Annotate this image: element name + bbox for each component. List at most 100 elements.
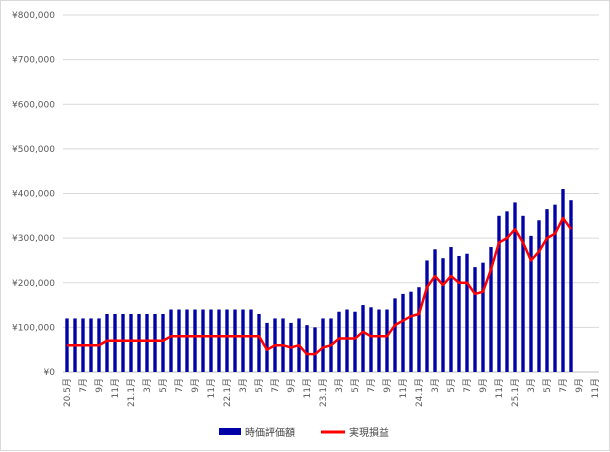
bar xyxy=(433,249,437,372)
bar xyxy=(257,313,261,372)
y-tick-label: ¥500,000 xyxy=(12,145,55,155)
bar xyxy=(377,309,381,372)
bar xyxy=(121,313,125,372)
bar xyxy=(521,215,525,372)
legend-item-bar: 時価評価額 xyxy=(219,426,295,439)
y-tick-label: ¥600,000 xyxy=(12,100,55,110)
x-tick-label: 5月 xyxy=(350,378,361,393)
bar xyxy=(241,309,245,372)
bar xyxy=(313,327,317,372)
line-series xyxy=(67,216,573,356)
legend-item-line: 実現損益 xyxy=(321,426,389,439)
bar xyxy=(561,189,565,372)
x-tick-label: 9月 xyxy=(286,378,297,393)
bar xyxy=(153,313,157,372)
y-tick-label: ¥400,000 xyxy=(12,190,55,200)
x-tick-label: 20.5月 xyxy=(62,378,73,407)
bar xyxy=(529,235,533,372)
x-tick-label: 5月 xyxy=(158,378,169,393)
x-tick-label: 5月 xyxy=(542,378,553,393)
bar xyxy=(409,291,413,372)
x-tick-label: 11月 xyxy=(494,378,505,398)
bar xyxy=(209,309,213,372)
x-axis-ticks: 20.5月 7月 9月 11月 21.1月 3月 5月 7月 9月 11月 22.1月 3月 5月 7月 9… xyxy=(62,378,601,407)
bar xyxy=(569,200,573,372)
x-tick-label: 7月 xyxy=(78,378,89,393)
bar xyxy=(129,313,133,372)
y-axis-ticks: ¥0 ¥100,000 ¥200,000 ¥300,000 ¥400,000 ¥500,0… xyxy=(12,11,55,378)
x-tick-label: 9月 xyxy=(382,378,393,393)
x-tick-label: 3月 xyxy=(142,378,153,393)
bar xyxy=(345,309,349,372)
y-tick-label: ¥0 xyxy=(44,368,56,378)
bar xyxy=(505,211,509,372)
y-tick-label: ¥200,000 xyxy=(12,279,55,289)
bar xyxy=(537,220,541,372)
x-tick-label: 11月 xyxy=(398,378,409,398)
bar xyxy=(145,313,149,372)
x-tick-label: 5月 xyxy=(446,378,457,393)
legend-label-bar: 時価評価額 xyxy=(245,426,295,439)
legend-swatch-bar xyxy=(219,428,241,435)
x-tick-label: 3月 xyxy=(238,378,249,393)
bar xyxy=(321,318,325,372)
bar xyxy=(353,311,357,372)
bar xyxy=(233,309,237,372)
bar xyxy=(249,309,253,372)
bar xyxy=(425,260,429,372)
bar xyxy=(449,247,453,372)
bar xyxy=(113,313,117,372)
y-tick-label: ¥100,000 xyxy=(12,323,55,333)
bar xyxy=(385,309,389,372)
bar xyxy=(337,311,341,372)
bar xyxy=(217,309,221,372)
bar xyxy=(193,309,197,372)
bar xyxy=(105,313,109,372)
bar xyxy=(473,267,477,372)
bar xyxy=(361,305,365,372)
bar xyxy=(481,262,485,372)
x-tick-label: 9月 xyxy=(94,378,105,393)
bar xyxy=(545,209,549,372)
bar xyxy=(305,325,309,372)
bar xyxy=(161,313,165,372)
x-tick-label: 3月 xyxy=(334,378,345,393)
x-tick-label: 3月 xyxy=(430,378,441,393)
x-tick-label: 7月 xyxy=(270,378,281,393)
x-tick-label: 25.1月 xyxy=(510,378,521,407)
x-tick-label: 22.1月 xyxy=(222,378,233,407)
x-tick-label: 9月 xyxy=(574,378,585,393)
bar xyxy=(417,287,421,372)
x-tick-label: 24.1月 xyxy=(414,378,425,407)
x-tick-label: 11月 xyxy=(302,378,313,398)
x-tick-label: 7月 xyxy=(558,378,569,393)
y-tick-label: ¥800,000 xyxy=(12,11,55,21)
x-tick-label: 7月 xyxy=(366,378,377,393)
bar xyxy=(169,309,173,372)
x-tick-label: 5月 xyxy=(254,378,265,393)
x-tick-label: 11月 xyxy=(110,378,121,398)
bar xyxy=(177,309,181,372)
bar xyxy=(497,215,501,372)
grid-layer xyxy=(63,14,599,373)
bar xyxy=(553,204,557,372)
bar xyxy=(457,255,461,372)
bar xyxy=(513,202,517,372)
x-tick-label: 21.1月 xyxy=(126,378,137,407)
x-tick-label: 7月 xyxy=(174,378,185,393)
legend-label-line: 実現損益 xyxy=(349,426,389,439)
y-tick-label: ¥700,000 xyxy=(12,56,55,66)
x-tick-label: 11月 xyxy=(206,378,217,398)
bar xyxy=(441,258,445,372)
bar xyxy=(369,307,373,372)
x-tick-label: 9月 xyxy=(190,378,201,393)
bar xyxy=(185,309,189,372)
x-tick-label: 23.1月 xyxy=(318,378,329,407)
x-tick-label: 9月 xyxy=(478,378,489,393)
bar xyxy=(137,313,141,372)
x-tick-label: 3月 xyxy=(526,378,537,393)
bar xyxy=(201,309,205,372)
x-tick-label: 7月 xyxy=(462,378,473,393)
